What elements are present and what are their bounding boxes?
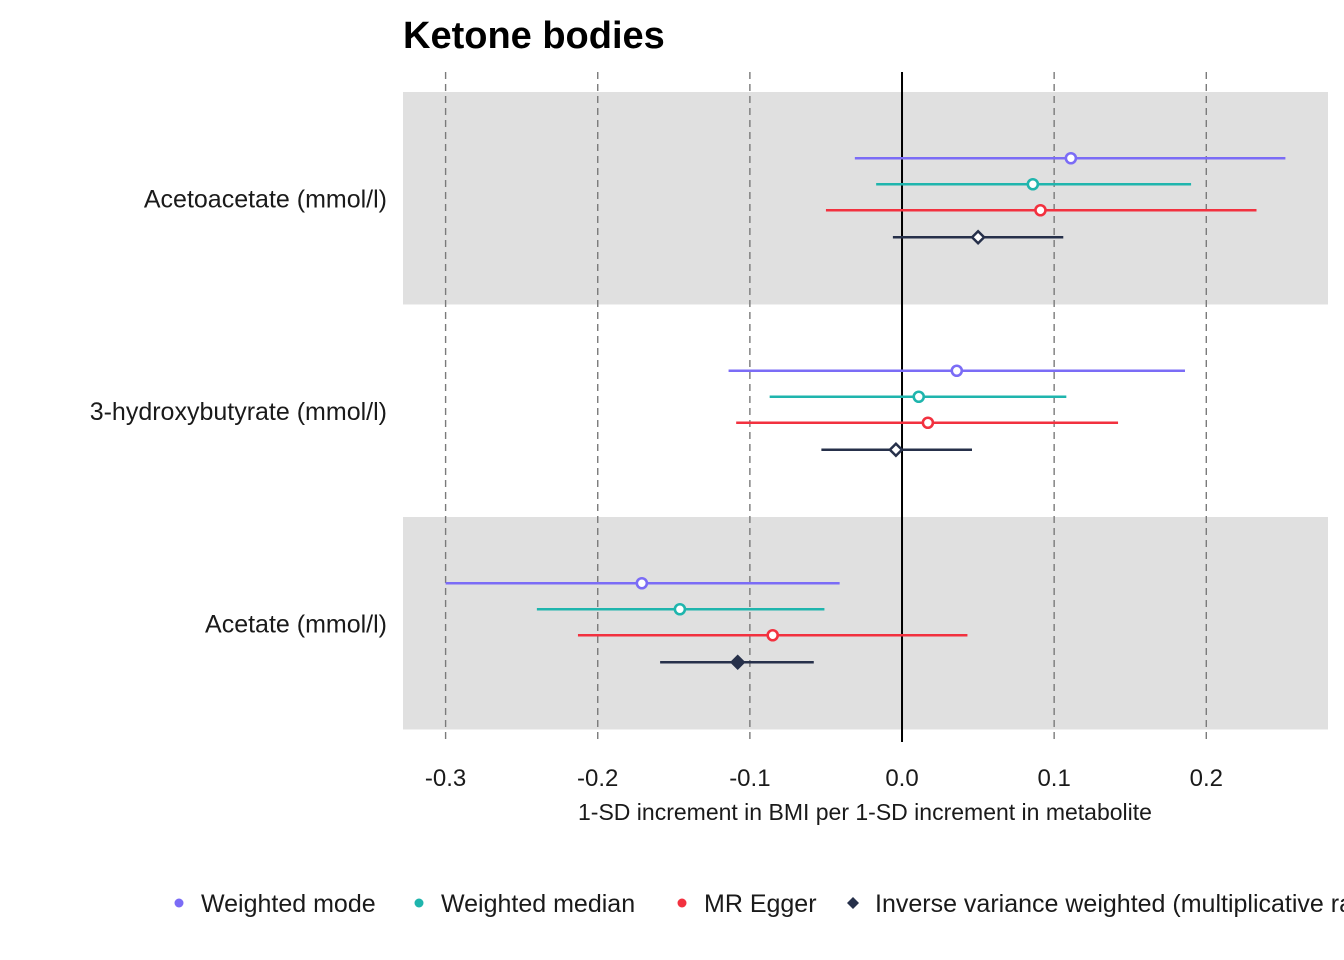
point-2-0 — [635, 576, 649, 590]
x-tick-label-3: 0.0 — [885, 765, 918, 792]
x-tick-label-5: 0.2 — [1190, 765, 1223, 792]
legend-label-0: Weighted mode — [201, 890, 376, 918]
point-2-2 — [766, 628, 779, 642]
x-axis-ticks: -0.3 -0.2 -0.1 0.0 0.1 0.2 — [425, 765, 1223, 792]
x-tick-label-0: -0.3 — [425, 765, 466, 792]
x-tick-label-4: 0.1 — [1037, 765, 1070, 792]
category-bands — [403, 92, 1328, 730]
point-2-3 — [729, 654, 746, 671]
chart-title: Ketone bodies — [403, 15, 665, 57]
category-label-2: Acetate (mmol/l) — [205, 610, 387, 638]
band-0 — [403, 92, 1328, 305]
legend-key-2 — [677, 898, 687, 908]
point-1-3 — [888, 441, 904, 458]
category-label-0: Acetoacetate (mmol/l) — [144, 185, 387, 213]
legend-key-0 — [174, 898, 184, 908]
category-labels: Acetoacetate (mmol/l) 3-hydroxybutyrate (… — [90, 185, 387, 638]
x-tick-label-1: -0.2 — [577, 765, 618, 792]
category-label-1: 3-hydroxybutyrate (mmol/l) — [90, 398, 387, 426]
x-tick-label-2: -0.1 — [729, 765, 770, 792]
data-marks — [445, 151, 1286, 671]
point-2-1 — [673, 602, 687, 616]
point-1-2 — [921, 416, 935, 430]
band-2 — [403, 517, 1328, 730]
legend-label-2: MR Egger — [704, 890, 817, 918]
legend-key-3 — [847, 897, 859, 909]
point-0-2 — [1034, 203, 1047, 217]
point-0-1 — [1026, 177, 1040, 191]
x-axis-label: 1-SD increment in BMI per 1-SD increment… — [578, 799, 1152, 825]
point-1-0 — [950, 364, 964, 378]
legend: Weighted mode Weighted median MR Egger Inve… — [174, 890, 1344, 918]
point-0-3 — [970, 229, 986, 246]
point-1-1 — [912, 390, 926, 404]
point-0-0 — [1064, 151, 1078, 165]
legend-label-1: Weighted median — [441, 890, 635, 918]
legend-label-3: Inverse variance weighted (multiplicativ… — [875, 890, 1344, 918]
legend-key-1 — [414, 898, 424, 908]
